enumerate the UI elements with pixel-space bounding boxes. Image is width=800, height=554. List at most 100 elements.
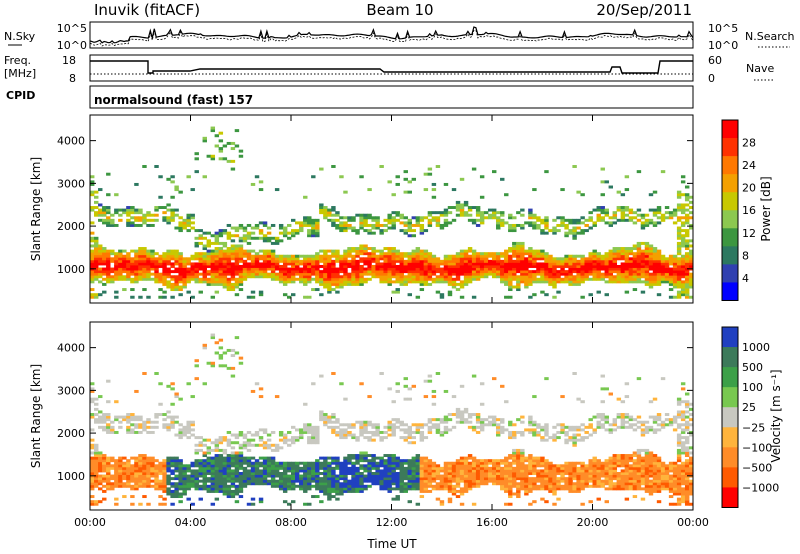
velocity-cell bbox=[435, 418, 441, 422]
power-cell bbox=[182, 265, 187, 268]
power-cell bbox=[238, 272, 244, 276]
velocity-cell bbox=[552, 492, 557, 496]
velocity-cell bbox=[190, 461, 195, 465]
velocity-cell bbox=[142, 423, 147, 427]
velocity-cell bbox=[178, 428, 183, 432]
velocity-cell bbox=[178, 482, 183, 486]
power-cell bbox=[483, 216, 489, 220]
velocity-cell bbox=[395, 461, 400, 465]
velocity-cell bbox=[242, 441, 248, 445]
velocity-cell bbox=[536, 472, 541, 475]
power-cell bbox=[399, 270, 404, 274]
velocity-cell bbox=[138, 469, 143, 473]
power-cell bbox=[106, 193, 111, 197]
power-cell bbox=[508, 295, 513, 299]
velocity-cell bbox=[339, 428, 344, 432]
velocity-cell bbox=[572, 433, 577, 437]
velocity-cell bbox=[516, 474, 521, 478]
power-cell bbox=[146, 265, 151, 268]
velocity-cell bbox=[379, 487, 384, 491]
velocity-cell bbox=[246, 502, 252, 506]
power-cell bbox=[512, 254, 517, 258]
velocity-cell bbox=[226, 466, 232, 470]
y-tick-label: 4000 bbox=[57, 135, 85, 148]
power-cell bbox=[463, 282, 469, 286]
velocity-cell bbox=[359, 425, 364, 429]
power-cell bbox=[270, 254, 276, 258]
velocity-cell bbox=[540, 484, 545, 488]
power-cell bbox=[640, 221, 646, 225]
power-cell bbox=[335, 282, 340, 286]
power-cell bbox=[198, 234, 203, 238]
velocity-cell bbox=[367, 474, 372, 478]
power-cell bbox=[106, 249, 111, 253]
power-cell bbox=[684, 213, 690, 217]
power-cell bbox=[230, 239, 236, 243]
power-cell bbox=[668, 211, 674, 215]
power-cell bbox=[536, 262, 541, 266]
power-cell bbox=[114, 252, 119, 256]
power-cell bbox=[110, 275, 115, 279]
velocity-cell bbox=[471, 502, 477, 506]
power-colorbar-label: Power [dB] bbox=[759, 176, 773, 241]
power-cell bbox=[411, 280, 417, 284]
velocity-cell bbox=[451, 479, 457, 483]
power-cell bbox=[383, 247, 388, 251]
velocity-cell bbox=[218, 472, 224, 475]
power-cell bbox=[504, 265, 509, 268]
velocity-cell bbox=[351, 472, 356, 475]
velocity-cell bbox=[274, 472, 280, 475]
power-cell bbox=[206, 244, 211, 248]
power-cell bbox=[282, 226, 288, 230]
power-cell bbox=[395, 280, 400, 284]
power-cell bbox=[226, 270, 232, 274]
velocity-cell bbox=[98, 395, 103, 399]
velocity-cell bbox=[110, 425, 115, 429]
velocity-cell bbox=[504, 482, 509, 486]
power-cell bbox=[278, 277, 284, 281]
power-cell bbox=[282, 272, 288, 276]
power-cell bbox=[391, 223, 396, 227]
power-cell bbox=[660, 275, 666, 279]
power-cell bbox=[451, 206, 457, 209]
power-cell bbox=[580, 216, 585, 220]
velocity-cell bbox=[512, 459, 517, 463]
velocity-cell bbox=[475, 425, 481, 429]
velocity-cell bbox=[524, 477, 529, 481]
velocity-cell bbox=[262, 466, 268, 470]
velocity-cell bbox=[504, 472, 509, 475]
power-cell bbox=[660, 265, 666, 268]
colorbar-swatch bbox=[722, 192, 738, 211]
velocity-cell bbox=[383, 479, 388, 483]
velocity-cell bbox=[528, 454, 533, 458]
power-cell bbox=[383, 252, 388, 256]
power-cell bbox=[162, 252, 167, 256]
power-cell bbox=[648, 265, 654, 268]
power-cell bbox=[423, 275, 429, 279]
power-cell bbox=[202, 270, 207, 274]
power-cell bbox=[471, 249, 477, 253]
power-cell bbox=[463, 259, 469, 263]
velocity-cell bbox=[142, 425, 147, 429]
power-cell bbox=[644, 252, 650, 256]
velocity-cell bbox=[520, 454, 525, 458]
velocity-cell bbox=[307, 461, 312, 465]
power-cell bbox=[403, 177, 408, 181]
velocity-cell bbox=[134, 430, 139, 434]
power-cell bbox=[560, 259, 565, 263]
velocity-cell bbox=[399, 484, 404, 488]
power-cell bbox=[496, 252, 501, 256]
velocity-cell bbox=[415, 456, 421, 460]
power-cell bbox=[186, 221, 191, 225]
power-cell bbox=[130, 280, 135, 284]
power-cell bbox=[102, 247, 107, 251]
velocity-cell bbox=[150, 425, 155, 429]
velocity-cell bbox=[218, 479, 224, 483]
power-cell bbox=[102, 257, 107, 261]
power-cell bbox=[528, 223, 533, 227]
velocity-cell bbox=[504, 459, 509, 463]
power-cell bbox=[166, 259, 171, 263]
power-cell bbox=[190, 277, 195, 281]
velocity-cell bbox=[162, 423, 167, 427]
velocity-cell bbox=[576, 474, 581, 478]
